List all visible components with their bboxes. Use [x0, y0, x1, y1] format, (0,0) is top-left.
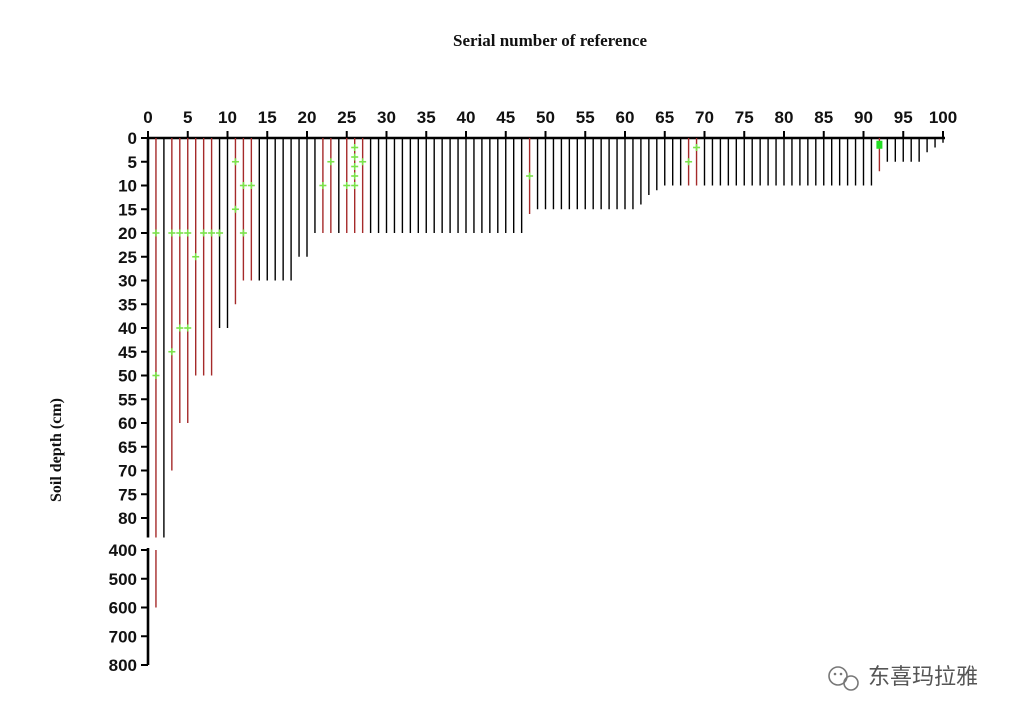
sampling-marker [343, 182, 351, 189]
x-tick-label: 0 [143, 108, 152, 127]
y-tick-label: 0 [128, 129, 137, 148]
x-tick-label: 25 [337, 108, 356, 127]
y-tick-label: 700 [109, 627, 137, 646]
x-tick-label: 5 [183, 108, 192, 127]
sampling-marker [327, 158, 335, 166]
y-tick-label: 30 [118, 272, 137, 291]
sampling-marker [693, 144, 701, 151]
sampling-marker [359, 158, 367, 166]
sampling-marker [152, 229, 160, 237]
sampling-marker [152, 372, 160, 379]
sampling-marker [351, 153, 359, 161]
sampling-marker [168, 348, 176, 356]
x-tick-label: 60 [616, 108, 635, 127]
sampling-marker [216, 229, 224, 237]
x-tick-label: 90 [854, 108, 873, 127]
highlight-marker [876, 140, 883, 149]
x-tick-label: 30 [377, 108, 396, 127]
x-tick-label: 35 [417, 108, 436, 127]
x-tick-label: 95 [894, 108, 913, 127]
x-axis-ticks: 0 5 10 15 20 25 30 35 40 45 50 55 60 65 70 75 80 85 90 95 10… [143, 108, 957, 138]
x-tick-label: 80 [775, 108, 794, 127]
sampling-marker [319, 182, 327, 189]
marker-series [152, 140, 883, 379]
x-tick-label: 100 [929, 108, 957, 127]
x-tick-label: 65 [655, 108, 674, 127]
sampling-marker [247, 182, 255, 189]
sampling-marker [351, 163, 359, 170]
y-tick-label: 500 [109, 570, 137, 589]
y-tick-label: 65 [118, 438, 137, 457]
sampling-marker [351, 182, 359, 189]
sampling-marker [200, 229, 208, 237]
x-tick-label: 55 [576, 108, 595, 127]
x-tick-label: 75 [735, 108, 754, 127]
y-tick-label: 20 [118, 224, 137, 243]
y-tick-label: 80 [118, 509, 137, 528]
x-tick-label: 85 [814, 108, 833, 127]
x-tick-label: 20 [298, 108, 317, 127]
y-tick-label: 60 [118, 414, 137, 433]
sampling-marker [192, 253, 200, 261]
sampling-marker [231, 158, 239, 166]
x-tick-label: 45 [496, 108, 515, 127]
sampling-marker [351, 172, 359, 180]
y-tick-label: 800 [109, 656, 137, 675]
x-tick-label: 40 [457, 108, 476, 127]
x-tick-label: 10 [218, 108, 237, 127]
sampling-marker [184, 229, 192, 237]
sampling-marker [208, 229, 216, 237]
chart-title: Serial number of reference [453, 31, 647, 50]
x-tick-label: 50 [536, 108, 555, 127]
y-tick-label: 70 [118, 462, 137, 481]
sampling-marker [239, 182, 247, 189]
sampling-marker [685, 158, 693, 166]
y-axis-label: Soil depth (cm) [48, 398, 65, 502]
x-tick-label: 70 [695, 108, 714, 127]
sampling-marker [176, 324, 184, 332]
watermark-text: 东喜玛拉雅 [868, 665, 978, 690]
bar-series [155, 138, 944, 608]
y-tick-label: 50 [118, 367, 137, 386]
y-tick-label: 400 [109, 541, 137, 560]
y-tick-label: 10 [118, 177, 137, 196]
sampling-marker [168, 229, 176, 237]
y-tick-label: 5 [128, 153, 137, 172]
y-tick-label: 600 [109, 599, 137, 618]
wechat-icon [828, 666, 859, 691]
y-tick-label: 15 [118, 200, 137, 219]
y-tick-label: 40 [118, 319, 137, 338]
y-tick-label: 25 [118, 248, 137, 267]
y-tick-label: 55 [118, 390, 137, 409]
x-tick-label: 15 [258, 108, 277, 127]
y-tick-label: 45 [118, 343, 137, 362]
sampling-marker [526, 172, 534, 180]
sampling-marker [176, 229, 184, 237]
y-axis-ticks: 0 5 10 15 20 25 30 35 40 45 50 55 60 65 70 75 80 400 500 60… [109, 129, 148, 675]
sampling-marker [184, 324, 192, 332]
sampling-marker [231, 205, 239, 213]
sampling-marker [351, 144, 359, 151]
sampling-marker [239, 229, 247, 237]
watermark: 东喜玛拉雅 [828, 665, 978, 691]
y-tick-label: 75 [118, 485, 137, 504]
y-tick-label: 35 [118, 295, 137, 314]
